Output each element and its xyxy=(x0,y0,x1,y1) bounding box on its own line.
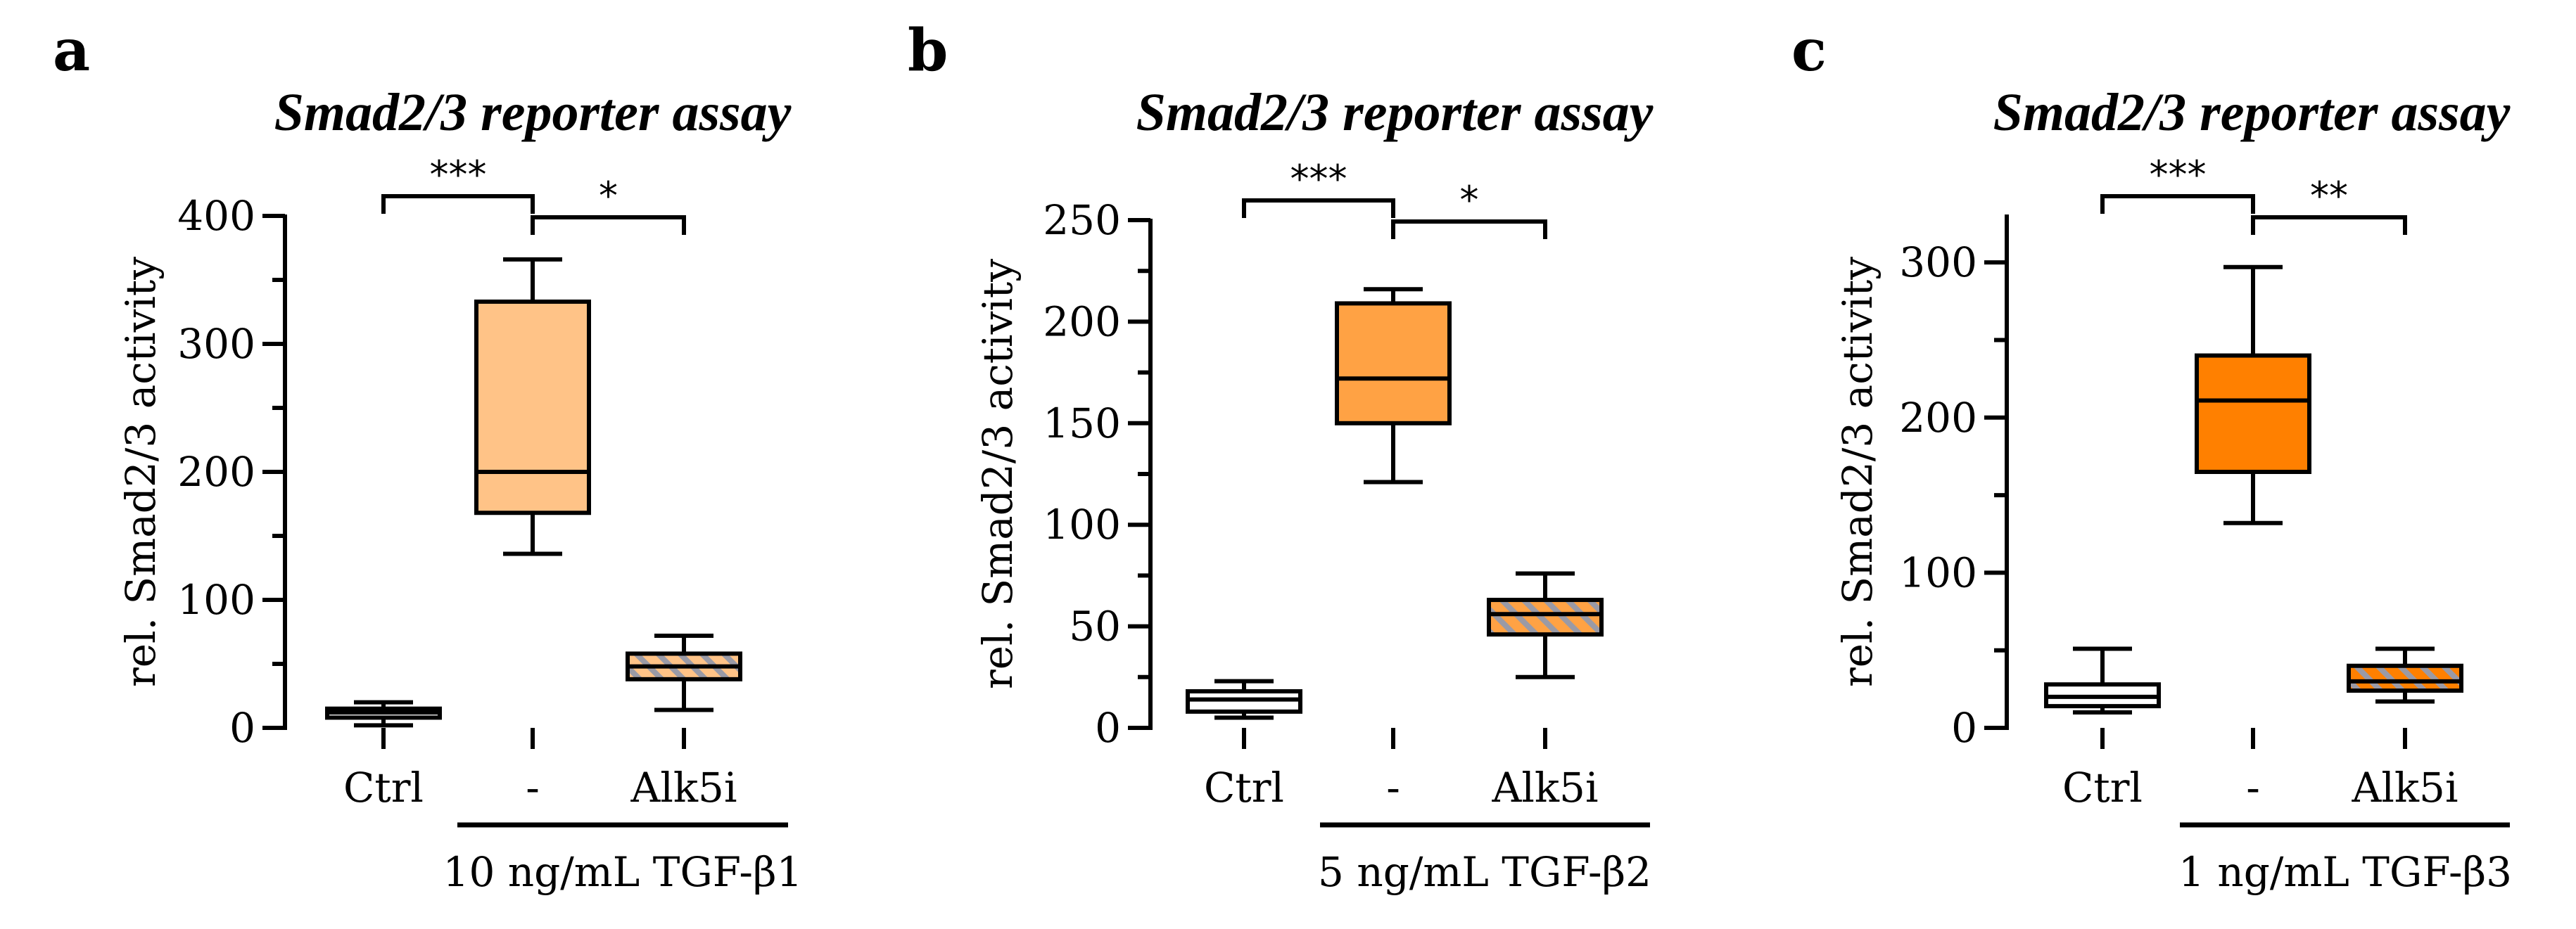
treatment-label: 5 ng/mL TGF-β2 xyxy=(1318,848,1651,896)
significance-label: * xyxy=(599,174,618,218)
y-tick-label: 400 xyxy=(177,192,255,240)
x-tick-label: Ctrl xyxy=(343,764,424,812)
significance-bracket xyxy=(381,194,535,214)
y-tick-label: 300 xyxy=(1899,238,1977,286)
y-tick-label: 250 xyxy=(1043,196,1121,244)
x-tick-label: Ctrl xyxy=(2062,764,2143,812)
chart-title: Smad2/3 reporter assay xyxy=(274,83,792,142)
panel-a: a Smad2/3 reporter assay 0 100 200 300 400rel.… xyxy=(53,17,802,896)
y-tick-label: 150 xyxy=(1043,399,1121,447)
y-axis-label: rel. Smad2/3 activity xyxy=(974,259,1022,689)
significance-label: *** xyxy=(2150,153,2207,197)
significance-bracket xyxy=(1242,198,1395,218)
y-axis-label: rel. Smad2/3 activity xyxy=(117,257,165,687)
significance-bracket xyxy=(2100,194,2255,214)
x-tick-label: Alk5i xyxy=(1491,764,1598,812)
x-tick-label: Ctrl xyxy=(1204,764,1284,812)
y-tick-label: 0 xyxy=(1095,704,1121,752)
panel-letter: a xyxy=(53,17,90,84)
y-axis-label: rel. Smad2/3 activity xyxy=(1834,257,1882,687)
y-tick-label: 50 xyxy=(1069,603,1121,651)
box-alk5i xyxy=(2347,663,2463,693)
panel-c: c Smad2/3 reporter assay 0 100 200 300 rel. Sm… xyxy=(1791,17,2512,896)
y-tick-label: 100 xyxy=(177,576,255,624)
significance-label: *** xyxy=(430,153,487,197)
treatment-label: 10 ng/mL TGF-β1 xyxy=(443,848,803,896)
significance-bracket xyxy=(531,215,686,235)
y-tick-label: 100 xyxy=(1899,549,1977,596)
panel-letter: c xyxy=(1791,17,1827,84)
y-tick-label: 200 xyxy=(1043,297,1121,345)
panel-b: b Smad2/3 reporter assay 0 50 100 150 200 250 re… xyxy=(908,17,1654,896)
significance-bracket xyxy=(2251,215,2407,235)
box-tgf xyxy=(2195,353,2311,474)
box-alk5i xyxy=(1487,598,1604,637)
significance-bracket xyxy=(1391,219,1547,239)
chart-title: Smad2/3 reporter assay xyxy=(1993,83,2511,142)
panel-letter: b xyxy=(908,17,948,84)
x-tick-label: Alk5i xyxy=(2351,764,2458,812)
x-tick-label: Alk5i xyxy=(630,764,737,812)
y-tick-label: 300 xyxy=(177,320,255,368)
treatment-label: 1 ng/mL TGF-β3 xyxy=(2178,848,2512,896)
significance-label: ** xyxy=(2310,174,2348,218)
y-tick-label: 100 xyxy=(1043,501,1121,549)
y-tick-label: 0 xyxy=(1951,704,1977,752)
y-tick-label: 200 xyxy=(177,448,255,496)
x-tick-label: - xyxy=(1386,764,1400,812)
x-tick-label: - xyxy=(526,764,540,812)
chart-title: Smad2/3 reporter assay xyxy=(1136,83,1654,142)
significance-label: * xyxy=(1460,178,1479,222)
y-tick-label: 200 xyxy=(1899,394,1977,442)
box-tgf xyxy=(474,299,591,515)
y-tick-label: 0 xyxy=(229,704,255,752)
x-tick-label: - xyxy=(2246,764,2260,812)
box-tgf xyxy=(1335,301,1452,425)
significance-label: *** xyxy=(1290,157,1347,201)
